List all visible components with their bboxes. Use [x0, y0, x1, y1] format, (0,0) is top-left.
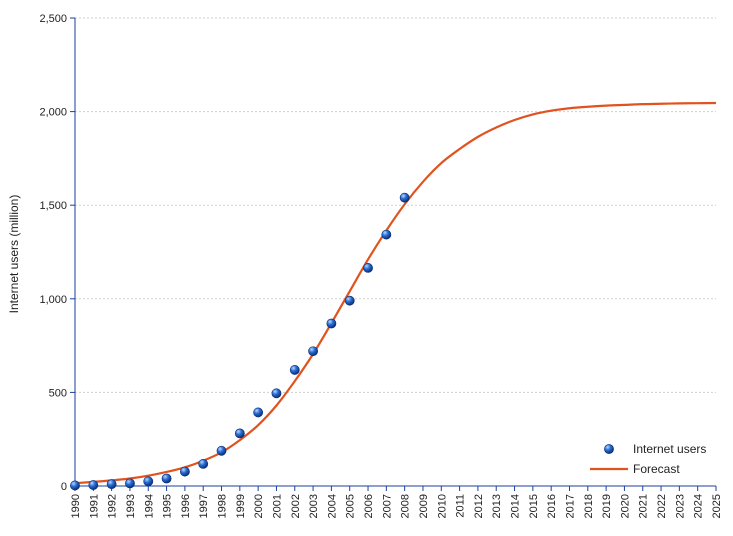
data-point-internet-users — [125, 478, 135, 489]
data-point-internet-users — [289, 365, 300, 375]
data-point-internet-users — [70, 480, 80, 491]
y-axis-title: Internet users (million) — [7, 195, 21, 314]
data-point-internet-users — [344, 295, 355, 306]
y-tick-label: 2,000 — [39, 107, 67, 119]
series-line-forecast — [74, 101, 717, 485]
y-tick-label: 500 — [49, 387, 67, 399]
x-tick-label: 2011 — [455, 494, 467, 518]
x-tick-label: 2014 — [510, 494, 522, 518]
data-point-internet-users — [161, 473, 172, 484]
data-point-internet-users — [253, 407, 264, 418]
x-tick-label: 2019 — [601, 494, 613, 518]
grid-lines — [75, 17, 716, 393]
data-point-internet-users — [381, 229, 392, 240]
x-tick-label: 2017 — [564, 494, 576, 518]
x-tick-label: 1995 — [162, 494, 174, 518]
data-point-internet-users — [88, 480, 99, 490]
y-axis-ticks: 0 500 1,000 1,500 2,000 2,500 — [39, 13, 75, 493]
x-tick-label: 2020 — [619, 494, 631, 518]
data-point-internet-users — [216, 445, 227, 456]
x-tick-label: 2013 — [491, 494, 503, 518]
x-tick-label: 2005 — [345, 494, 357, 518]
y-tick-label: 1,000 — [39, 294, 67, 306]
legend-label-forecast: Forecast — [633, 462, 680, 476]
data-point-internet-users — [326, 318, 337, 329]
x-tick-label: 2018 — [583, 494, 595, 518]
x-tick-label: 2003 — [308, 494, 320, 518]
x-tick-label: 2021 — [638, 494, 650, 518]
y-tick-label: 1,500 — [39, 200, 67, 212]
x-tick-label: 2010 — [436, 494, 448, 518]
data-point-internet-users — [106, 479, 117, 490]
x-tick-label: 2000 — [253, 494, 265, 518]
x-tick-label: 1999 — [235, 494, 247, 518]
series-layer — [70, 101, 717, 491]
x-tick-label: 2025 — [711, 494, 723, 518]
x-tick-label: 1996 — [180, 494, 192, 518]
x-tick-label: 2015 — [528, 494, 540, 518]
data-point-internet-users — [399, 192, 410, 203]
x-tick-label: 1991 — [88, 494, 100, 518]
x-tick-label: 2016 — [546, 494, 558, 518]
axes — [74, 18, 716, 487]
x-tick-label: 1994 — [143, 494, 155, 518]
legend: Internet users Forecast — [590, 442, 706, 476]
x-tick-label: 2007 — [381, 494, 393, 518]
data-point-internet-users — [234, 428, 245, 439]
x-tick-label: 1998 — [217, 494, 229, 518]
x-tick-label: 2024 — [693, 494, 705, 518]
x-axis-ticks: 1990 1991 1992 1993 1994 1995 1996 1997 1998 1999… — [70, 486, 723, 518]
x-tick-label: 1992 — [107, 494, 119, 518]
x-tick-label: 1993 — [125, 494, 137, 518]
x-tick-label: 2006 — [363, 494, 375, 518]
y-tick-label: 2,500 — [39, 13, 67, 25]
x-tick-label: 2008 — [400, 494, 412, 518]
legend-label-internet-users: Internet users — [633, 442, 706, 456]
legend-marker-internet-users — [604, 444, 614, 454]
x-tick-label: 2004 — [326, 494, 338, 518]
data-point-internet-users — [198, 459, 209, 469]
data-point-internet-users — [271, 388, 282, 399]
x-tick-label: 2002 — [290, 494, 302, 518]
data-point-internet-users — [179, 466, 190, 477]
y-tick-label: 0 — [61, 481, 67, 493]
data-point-internet-users — [308, 346, 318, 357]
data-point-internet-users — [143, 476, 154, 487]
x-tick-label: 2012 — [473, 494, 485, 518]
x-tick-label: 2023 — [674, 494, 686, 518]
x-tick-label: 2022 — [656, 494, 668, 518]
x-tick-label: 1990 — [70, 494, 82, 518]
data-point-internet-users — [363, 263, 373, 273]
x-tick-label: 1997 — [198, 494, 210, 518]
x-tick-label: 2001 — [271, 494, 283, 518]
x-tick-label: 2009 — [418, 494, 430, 518]
